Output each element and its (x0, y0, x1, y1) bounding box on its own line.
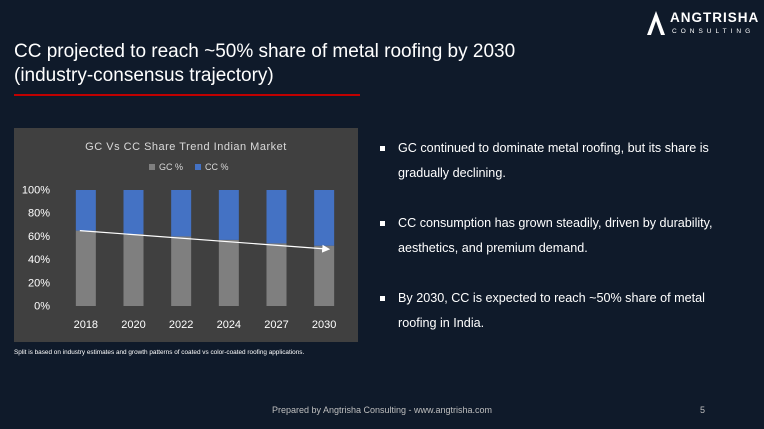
bar-cc-2027 (266, 190, 287, 244)
brand-subtitle: CONSULTING (672, 28, 755, 35)
legend-label-cc: CC % (205, 162, 229, 172)
bullet-text: CC consumption has grown steadily, drive… (398, 216, 713, 255)
bar-cc-2018 (75, 190, 96, 231)
x-tick-label: 2030 (312, 319, 336, 331)
bullet-item: By 2030, CC is expected to reach ~50% sh… (380, 286, 740, 336)
x-tick-label: 2027 (264, 319, 288, 331)
y-tick-label: 80% (28, 208, 50, 220)
bar-gc-2020 (123, 234, 144, 306)
y-tick-label: 60% (28, 231, 50, 243)
bullet-item: GC continued to dominate metal roofing, … (380, 136, 740, 186)
bullet-list: GC continued to dominate metal roofing, … (380, 136, 740, 361)
legend-label-gc: GC % (159, 162, 183, 172)
bullet-text: GC continued to dominate metal roofing, … (398, 141, 709, 180)
slide-title-line-2: (industry-consensus trajectory) (14, 65, 274, 86)
y-tick-label: 0% (34, 301, 50, 313)
bar-cc-2020 (123, 190, 144, 235)
brand-name: ANGTRISHA (670, 10, 760, 25)
y-tick-label: 100% (22, 185, 50, 197)
x-tick-label: 2020 (121, 319, 145, 331)
page-number: 5 (700, 405, 706, 415)
x-tick-label: 2024 (217, 319, 241, 331)
y-tick-label: 20% (28, 277, 50, 289)
bar-cc-2024 (218, 190, 239, 240)
bullet-square-icon (380, 146, 385, 151)
y-axis: 0% 20% 40% 60% 80% 100% (22, 185, 50, 313)
bullet-text: By 2030, CC is expected to reach ~50% sh… (398, 291, 705, 330)
footer-text: Prepared by Angtrisha Consulting - www.a… (271, 405, 493, 415)
bar-gc-2024 (218, 239, 239, 306)
share-trend-chart: GC Vs CC Share Trend Indian Market GC % … (22, 141, 337, 331)
bar-cc-2022 (171, 190, 192, 237)
bar-gc-2018 (75, 230, 96, 306)
bullet-square-icon (380, 221, 385, 226)
bullet-item: CC consumption has grown steadily, drive… (380, 211, 740, 261)
title-underline (14, 94, 360, 96)
x-axis: 2018 2020 2022 2024 2027 2030 (74, 319, 337, 331)
x-tick-label: 2022 (169, 319, 193, 331)
legend-swatch-gc (149, 164, 155, 170)
chart-footnote: Split is based on industry estimates and… (14, 349, 305, 356)
bar-cc-2030 (314, 190, 335, 246)
chart-panel: GC Vs CC Share Trend Indian Market GC % … (14, 128, 358, 342)
chart-legend: GC % CC % (149, 162, 229, 172)
bar-gc-2022 (171, 236, 192, 306)
trend-arrow (79, 230, 331, 253)
y-tick-label: 40% (28, 254, 50, 266)
brand-logo: ANGTRISHA CONSULTING (646, 8, 758, 38)
legend-swatch-cc (195, 164, 201, 170)
x-tick-label: 2018 (74, 319, 98, 331)
bullet-square-icon (380, 296, 385, 301)
slide-title-line-1: CC projected to reach ~50% share of meta… (14, 41, 516, 62)
bar-gc-2027 (266, 243, 287, 306)
chart-title: GC Vs CC Share Trend Indian Market (85, 141, 287, 153)
slide-title: CC projected to reach ~50% share of meta… (14, 40, 574, 88)
angtrisha-logo-icon (647, 11, 665, 35)
bars (75, 190, 335, 306)
bar-gc-2030 (314, 245, 335, 306)
